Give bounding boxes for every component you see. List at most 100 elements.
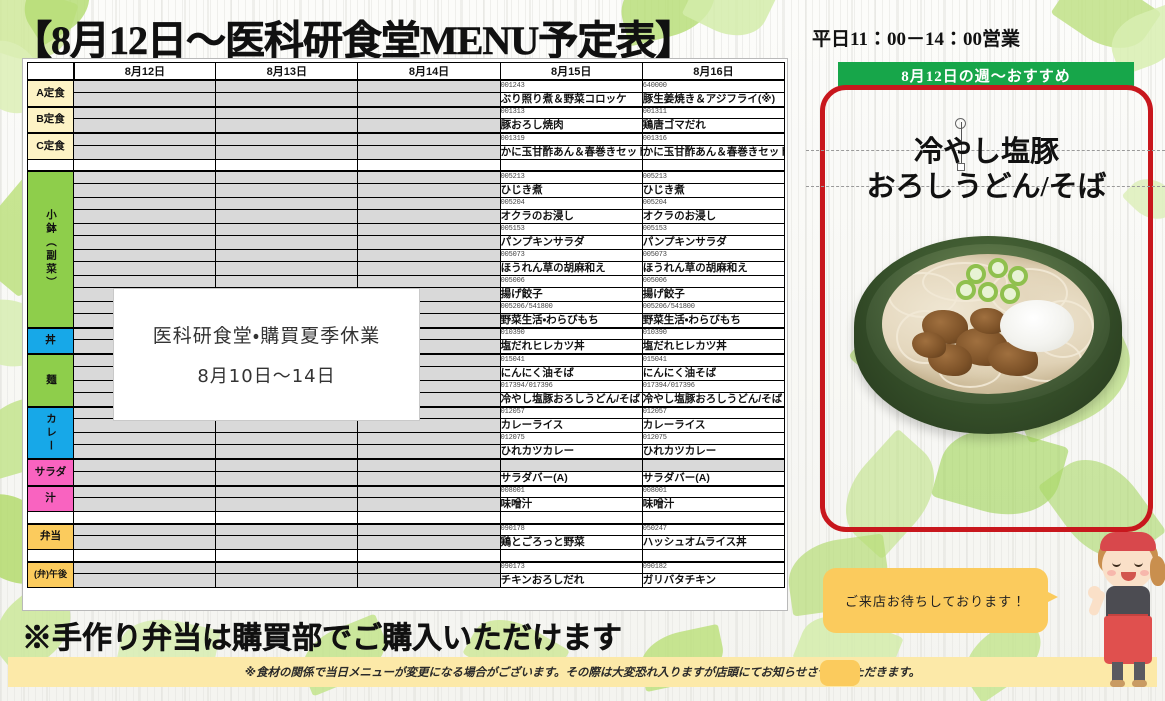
menu-item-cell: 味噌汁: [641, 497, 786, 512]
menu-item-cell: [357, 260, 501, 276]
menu-code-cell: 001316: [641, 132, 786, 146]
table-row: かに玉甘酢あん＆春巻きセット かに玉甘酢あん＆春巻きセット: [28, 144, 786, 160]
table-header-row: 8月12日 8月13日 8月14日 8月15日 8月16日: [26, 62, 786, 81]
menu-item-cell: [357, 91, 501, 107]
menu-code-cell: [215, 105, 359, 119]
text-anchor-icon: [955, 118, 966, 129]
handmade-bento-note: ※手作り弁当は購買部でご購入いただけます: [22, 622, 622, 655]
menu-item-cell: [357, 118, 501, 134]
menu-code-cell: [357, 79, 501, 93]
spacer-cell: [26, 158, 75, 172]
spacer-cell: [215, 511, 359, 524]
menu-code-cell: 090178: [499, 522, 643, 536]
menu-code-cell: 001311: [641, 105, 786, 119]
menu-item-cell: [215, 144, 359, 160]
table-row: オクラのお浸し オクラのお浸し: [28, 208, 786, 224]
menu-item-cell: [73, 535, 217, 550]
menu-item-cell: [215, 444, 359, 460]
menu-code-cell: [73, 132, 217, 146]
menu-item-cell: [73, 118, 217, 134]
menu-code-cell: 001319: [499, 132, 643, 146]
row-label-salad: サラダ: [26, 458, 75, 486]
menu-item-cell: 鶏唐ゴマだれ: [641, 118, 786, 134]
menu-item-cell: [215, 573, 359, 588]
menu-item-cell: [215, 208, 359, 224]
menu-item-cell: ぶり照り煮＆野菜コロッケ: [499, 91, 643, 107]
menu-item-cell: [357, 208, 501, 224]
row-label-soup: 汁: [26, 484, 75, 512]
menu-item-cell: [357, 144, 501, 160]
menu-code-cell: 005206/541800: [641, 300, 786, 314]
menu-item-cell: [73, 573, 217, 588]
menu-item-cell: [73, 91, 217, 107]
menu-code-cell: [357, 484, 501, 498]
menu-table: 8月12日 8月13日 8月14日 8月15日 8月16日 A定食 001243 6…: [26, 62, 786, 588]
menu-code-cell: 050247: [641, 522, 786, 536]
table-row: 小鉢（副菜） 005213 005213: [26, 170, 786, 328]
menu-code-cell: 005073: [641, 248, 786, 262]
menu-item-cell: ガリバタチキン: [641, 573, 786, 588]
menu-code-cell: 017394/017396: [641, 379, 786, 393]
menu-table-head: 8月12日 8月13日 8月14日 8月15日 8月16日: [26, 62, 786, 81]
table-row: (弁)午後 090173 090182: [26, 560, 786, 588]
spacer-cell: [357, 511, 501, 524]
menu-code-cell: 017394/017396: [499, 379, 643, 393]
table-row: 005153 005153: [28, 222, 786, 236]
menu-code-cell: [73, 79, 217, 93]
menu-code-cell: [73, 458, 217, 472]
recommendation-banner: 8月12日の週～おすすめ: [838, 62, 1134, 88]
grated-radish: [1000, 300, 1074, 352]
menu-item-cell: 野菜生活・わらびもち: [641, 312, 786, 328]
table-row: 弁当 090178 050247: [26, 522, 786, 550]
text-anchor-handle-icon[interactable]: [957, 163, 965, 171]
menu-item-cell: [73, 470, 217, 486]
menu-code-cell: 005153: [641, 222, 786, 236]
menu-item-cell: [73, 208, 217, 224]
spacer-cell: [357, 158, 501, 172]
menu-item-cell: [73, 260, 217, 276]
table-row: ぶり照り煮＆野菜コロッケ 豚生姜焼き＆アジフライ(※): [28, 91, 786, 107]
welcome-bubble-text: ご来店お待ちしております！: [844, 595, 1027, 610]
menu-item-cell: [73, 182, 217, 198]
day-header-2: 8月14日: [357, 62, 501, 81]
menu-item-cell: [73, 497, 217, 512]
menu-item-cell: [73, 144, 217, 160]
spacer-cell: [215, 158, 359, 172]
spacer-cell: [499, 511, 643, 524]
table-row: ほうれん草の胡麻和え ほうれん草の胡麻和え: [28, 260, 786, 276]
character-eye-right: [1134, 562, 1143, 567]
menu-code-cell: 012057: [641, 405, 786, 419]
menu-code-cell: 090182: [641, 560, 786, 574]
page-title: 【8月12日～医科研食堂MENU予定表】: [12, 18, 696, 64]
menu-item-cell: かに玉甘酢あん＆春巻きセット: [641, 144, 786, 160]
menu-code-cell: [499, 458, 643, 472]
menu-code-cell: [73, 274, 217, 288]
menu-code-cell: [215, 132, 359, 146]
guide-line-bottom: [806, 186, 1165, 187]
table-row: 汁 008001 008001: [26, 484, 786, 512]
closure-line-1: 医科研食堂・購買夏季休業: [152, 325, 381, 347]
menu-item-cell: 味噌汁: [499, 497, 643, 512]
menu-code-cell: [73, 170, 217, 184]
menu-code-cell: 640000: [641, 79, 786, 93]
menu-item-cell: サラダバー(A): [641, 470, 786, 486]
menu-code-cell: [357, 522, 501, 536]
menu-item-cell: オクラのお浸し: [641, 208, 786, 224]
menu-item-cell: [357, 535, 501, 550]
guide-line-top: [806, 150, 1165, 151]
row-label-don: 丼: [26, 326, 75, 355]
table-row: B定食 001313 001311: [26, 105, 786, 134]
character-shoe-right: [1132, 680, 1147, 687]
business-hours: 平日11：00－14：00営業: [812, 29, 1020, 50]
table-spacer-row: [26, 158, 786, 172]
menu-item-cell: ひじき煮: [641, 182, 786, 198]
menu-code-cell: 012075: [641, 432, 786, 445]
menu-code-cell: [357, 432, 501, 445]
menu-code-cell: [73, 484, 217, 498]
spacer-cell: [499, 158, 643, 172]
menu-item-cell: ハッシュオムライス丼: [641, 535, 786, 550]
character-cheek-left: [1107, 570, 1116, 576]
menu-code-cell: [357, 105, 501, 119]
menu-code-cell: [73, 560, 217, 574]
menu-code-cell: 001243: [499, 79, 643, 93]
